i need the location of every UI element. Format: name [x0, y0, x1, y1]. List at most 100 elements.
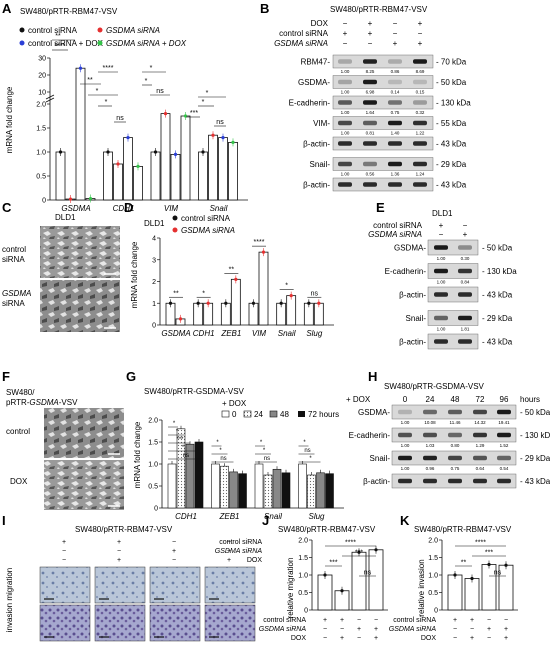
blot-band — [473, 409, 487, 415]
blot-quant: 1.22 — [416, 131, 425, 136]
blot-sign: + — [368, 19, 373, 28]
blot-band — [458, 292, 472, 297]
bar — [316, 472, 325, 509]
micrograph-gsdma — [40, 280, 120, 332]
x-category-label: Snail — [264, 512, 282, 521]
invasion-image — [204, 604, 256, 642]
blot-quant: 1.81 — [461, 327, 470, 332]
y-tick-label: 0 — [42, 198, 46, 205]
blot-row-label: β-actin- — [399, 291, 426, 300]
significance-label: * — [176, 429, 179, 435]
x-sign: + — [470, 635, 474, 642]
bar — [317, 574, 333, 611]
blot-row-label: GSDMA- — [394, 244, 426, 253]
blot-row-label: Snail- — [310, 160, 331, 169]
panel-label-j: J — [262, 513, 269, 528]
bar — [211, 463, 220, 509]
legend-label: GSDMA siRNA — [181, 226, 235, 235]
panel-k-ylabel: relative invasion — [417, 559, 426, 616]
blot-quant: 0.30 — [461, 256, 470, 261]
blot-sign: + — [418, 19, 423, 28]
blot-quant: 6.98 — [366, 90, 375, 95]
bar — [167, 463, 177, 509]
blot-band — [473, 478, 487, 484]
axis-break — [45, 97, 55, 103]
x-row-label: DOX — [421, 635, 437, 642]
panel-label-h: H — [368, 369, 377, 384]
blot-strip — [332, 75, 434, 89]
significance-label: * — [96, 88, 99, 95]
significance-label: ns — [216, 119, 224, 126]
blot-kda-label: - 50 kDa — [436, 78, 467, 87]
blot-quant: 0.80 — [451, 443, 460, 448]
bar — [208, 134, 218, 201]
panel-a-ylabel: mRNA fold change — [5, 86, 14, 153]
invasion-image — [39, 604, 91, 642]
blot-sign: − — [343, 39, 348, 48]
blot-band — [423, 409, 437, 415]
panel-d-ylabel: mRNA fold change — [130, 241, 139, 308]
y-tick-label: 1.5 — [298, 555, 308, 562]
blot-row-label: β-actin- — [399, 338, 426, 347]
legend-label: 24 — [254, 410, 263, 419]
blot-row-label: β-actin- — [363, 477, 390, 486]
x-category-label: ZEB1 — [218, 512, 239, 521]
significance-label: ** — [461, 560, 467, 567]
blot-quant: 19.41 — [498, 420, 510, 425]
bar — [298, 463, 307, 509]
blot-condition-label: control siRNA — [373, 221, 423, 230]
legend-label: GSDMA siRNA + DOX — [106, 39, 187, 48]
panel-j: J SW480/pRTR-RBM47-VSV relative migratio… — [259, 513, 388, 642]
blot-quant: 1.36 — [391, 172, 400, 177]
panel-g-title: SW480/pRTR-GSDMA-VSV — [144, 387, 245, 396]
bar — [351, 551, 367, 611]
blot-strip — [332, 54, 434, 69]
blot-row-label: GSDMA- — [298, 78, 330, 87]
x-category-label: VIM — [252, 329, 267, 338]
blot-quant: 0.32 — [416, 110, 425, 115]
x-sign: + — [470, 617, 474, 624]
significance-label: ns — [264, 456, 270, 462]
panel-i-sign: + — [117, 539, 121, 546]
panel-i-sign: − — [117, 548, 121, 555]
y-tick-label: 1.0 — [298, 573, 308, 580]
blot-sign: + — [439, 221, 444, 230]
panel-a-legend: control siRNA GSDMA siRNA control siRNA … — [19, 26, 187, 48]
x-category-label: Slug — [306, 329, 323, 338]
y-tick-label: 2.0 — [148, 418, 158, 425]
blot-quant: 1.00 — [437, 280, 446, 285]
panel-label-i: I — [2, 513, 6, 528]
panel-label-c: C — [2, 200, 12, 215]
blot-quant: 0.56 — [366, 172, 375, 177]
blot-band — [388, 59, 402, 64]
blot-kda-label: - 50 kDa — [482, 244, 513, 253]
blot-kda-label: - 130 kDa — [436, 99, 471, 108]
significance-label: **** — [254, 239, 265, 246]
panel-c: C DLD1 control siRNA GSDMA siRNA — [2, 200, 120, 332]
bar — [220, 465, 229, 509]
blot-band — [398, 455, 412, 461]
invasion-image — [94, 604, 146, 642]
panel-c-row-label: control siRNA — [2, 245, 26, 264]
blot-band — [434, 339, 448, 344]
blot-quant: 8.69 — [416, 69, 425, 74]
blot-strip — [332, 157, 434, 171]
blot-row-label: VIM- — [313, 119, 330, 128]
blot-quant: 8.25 — [366, 69, 375, 74]
blot-band — [448, 478, 462, 484]
panel-label-k: K — [400, 513, 410, 528]
panel-j-ylabel: relative migration — [286, 558, 295, 619]
x-sign: − — [453, 626, 457, 633]
x-sign: − — [470, 626, 474, 633]
blot-sign: − — [368, 39, 373, 48]
significance-label: ns — [156, 88, 164, 95]
panel-g: G SW480/pRTR-GSDMA-VSV + DOX 0 24 48 72 … — [126, 369, 344, 521]
bar — [272, 468, 282, 509]
legend-label: 48 — [280, 410, 289, 419]
panel-f: F SW480/pRTR-GSDMA-VSV control DOX — [2, 369, 124, 510]
y-tick-label: 1.5 — [428, 555, 438, 562]
x-sign: − — [323, 626, 327, 633]
x-sign: + — [357, 626, 361, 633]
significance-label: ** — [229, 266, 235, 273]
blot-kda-label: - 130 kDa — [520, 431, 550, 440]
